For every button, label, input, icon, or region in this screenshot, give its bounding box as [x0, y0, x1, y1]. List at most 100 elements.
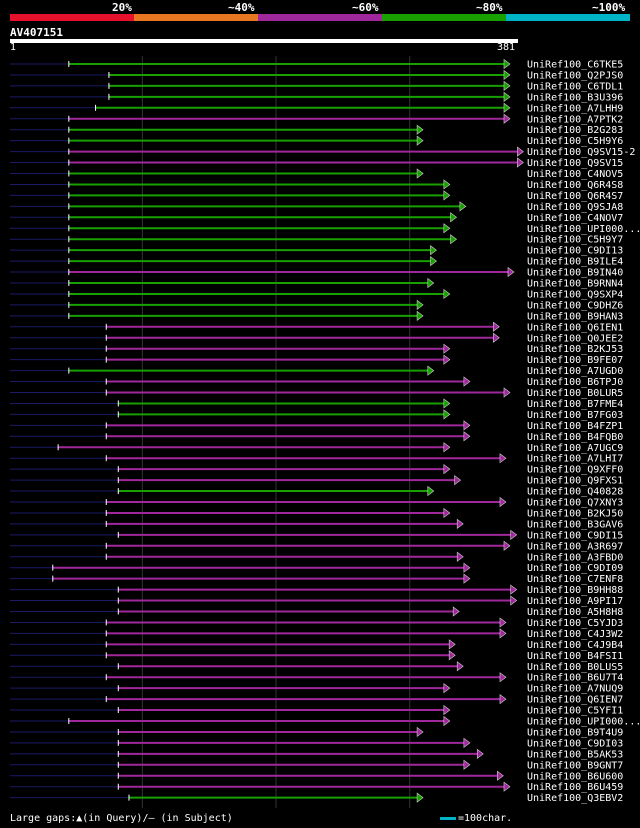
hit-label[interactable]: UniRef100_Q9SV15-2 — [527, 147, 635, 158]
hit-label[interactable]: UniRef100_C6TKE5 — [527, 60, 623, 71]
hit-label[interactable]: UniRef100_B9GNT7 — [527, 760, 623, 771]
hit-label[interactable]: UniRef100_A7LHI7 — [527, 454, 623, 465]
hit-label[interactable]: UniRef100_Q6IEN7 — [527, 695, 623, 706]
hit-label[interactable]: UniRef100_B6U459 — [527, 782, 623, 793]
hit-label[interactable]: UniRef100_B2G283 — [527, 125, 623, 136]
hit-label[interactable]: UniRef100_A7PTK2 — [527, 114, 623, 125]
legend-label-60: ~60% — [352, 1, 379, 14]
hit-label[interactable]: UniRef100_UPI000... — [527, 224, 640, 235]
alignment-end-arrow — [443, 704, 451, 716]
hit-label[interactable]: UniRef100_C4NOV7 — [527, 213, 623, 224]
hit-label[interactable]: UniRef100_B6U7T4 — [527, 673, 623, 684]
alignment-end-arrow — [463, 573, 471, 584]
hit-label[interactable]: UniRef100_C5YJD3 — [527, 618, 623, 629]
hit-label[interactable]: UniRef100_C9DI13 — [527, 246, 623, 257]
hit-label[interactable]: UniRef100_C9DHZ6 — [527, 300, 623, 311]
hit-label[interactable]: UniRef100_B9FE07 — [527, 355, 623, 366]
hit-label[interactable]: UniRef100_Q6R4S7 — [527, 191, 623, 202]
alignment-end-arrow — [492, 332, 500, 343]
gaps-legend: Large gaps:▲(in Query)/— (in Subject) — [10, 813, 233, 824]
hit-label[interactable]: UniRef100_C6TDL1 — [527, 81, 623, 92]
hit-label[interactable]: UniRef100_B9ILE4 — [527, 257, 623, 268]
hit-label[interactable]: UniRef100_Q40828 — [527, 487, 623, 498]
alignment-end-arrow — [416, 124, 424, 135]
hit-label[interactable]: UniRef100_C9DI09 — [527, 563, 623, 574]
hit-label[interactable]: UniRef100_Q6R4S8 — [527, 180, 623, 191]
hit-label[interactable]: UniRef100_B4FQB0 — [527, 432, 623, 443]
alignment-end-arrow — [503, 69, 511, 81]
alignment-end-arrow — [476, 748, 484, 759]
alignment-end-arrow — [416, 310, 424, 321]
alignment-end-arrow — [517, 146, 524, 157]
legend-swatch-20 — [10, 14, 134, 21]
hit-label[interactable]: UniRef100_B9HAN3 — [527, 311, 623, 322]
alignment-end-arrow — [443, 398, 451, 409]
alignment-end-arrow — [503, 91, 511, 102]
hit-label[interactable]: UniRef100_A9PI17 — [527, 596, 623, 607]
hit-label[interactable]: UniRef100_B9HH88 — [527, 585, 623, 596]
hit-label[interactable]: UniRef100_B7FME4 — [527, 399, 623, 410]
hit-label[interactable]: UniRef100_B3GAV6 — [527, 519, 623, 530]
hit-label[interactable]: UniRef100_C5YFI1 — [527, 706, 623, 717]
hit-label[interactable]: UniRef100_Q9SXP4 — [527, 289, 623, 300]
hit-label[interactable]: UniRef100_B0LUR5 — [527, 388, 623, 399]
hit-label[interactable]: UniRef100_A7UGD0 — [527, 366, 623, 377]
hit-label[interactable]: UniRef100_B5AK53 — [527, 749, 623, 760]
alignment-end-arrow — [499, 628, 507, 639]
hit-label[interactable]: UniRef100_A7LHH9 — [527, 103, 623, 114]
alignment-end-arrow — [517, 157, 524, 168]
alignment-end-arrow — [503, 58, 511, 70]
alignment-end-arrow — [492, 321, 500, 332]
hit-label[interactable]: UniRef100_C7ENF8 — [527, 574, 623, 585]
alignment-end-arrow — [463, 562, 471, 573]
hit-label[interactable]: UniRef100_A7UGC9 — [527, 443, 623, 454]
hit-label[interactable]: UniRef100_Q2PJS0 — [527, 70, 623, 81]
hit-label[interactable]: UniRef100_C5H9Y7 — [527, 235, 623, 246]
hit-label[interactable]: UniRef100_A3R697 — [527, 541, 623, 552]
alignment-end-arrow — [430, 256, 437, 267]
hit-label[interactable]: UniRef100_A7NUQ9 — [527, 684, 623, 695]
query-start: 1 — [10, 42, 17, 53]
alignment-end-arrow — [430, 245, 437, 256]
hit-label[interactable]: UniRef100_B9RNN4 — [527, 279, 623, 290]
hit-label[interactable]: UniRef100_B6TPJ0 — [527, 377, 623, 388]
hit-label[interactable]: UniRef100_B2KJ53 — [527, 344, 623, 355]
hit-label[interactable]: UniRef100_B4FZP1 — [527, 421, 623, 432]
alignment-end-arrow — [443, 464, 451, 475]
alignment-end-arrow — [503, 80, 511, 92]
hit-label[interactable]: UniRef100_Q7XNY3 — [527, 498, 623, 509]
alignment-end-arrow — [496, 770, 504, 781]
hit-label[interactable]: UniRef100_B7FG03 — [527, 410, 623, 421]
hit-label[interactable]: UniRef100_Q9SJA8 — [527, 202, 623, 213]
hit-label[interactable]: UniRef100_B2KJ50 — [527, 508, 623, 519]
alignment-end-arrow — [499, 693, 507, 705]
alignment-end-arrow — [443, 715, 451, 727]
hit-label[interactable]: UniRef100_Q6IEN1 — [527, 322, 623, 333]
hit-label[interactable]: UniRef100_C4J3W2 — [527, 629, 623, 640]
hit-label[interactable]: UniRef100_B9T4U9 — [527, 727, 623, 738]
hit-label[interactable]: UniRef100_A3FBD0 — [527, 552, 623, 563]
hit-label[interactable]: UniRef100_B0LUS5 — [527, 662, 623, 673]
hit-label[interactable]: UniRef100_C4NOV5 — [527, 169, 623, 180]
alignment-end-arrow — [416, 135, 424, 146]
hit-label[interactable]: UniRef100_Q3EBV2 — [527, 793, 623, 804]
hit-label[interactable]: UniRef100_Q9XFF0 — [527, 465, 623, 476]
hit-label[interactable]: UniRef100_A5H8H8 — [527, 607, 623, 618]
alignment-end-arrow — [443, 354, 451, 365]
alignment-end-arrow — [443, 442, 451, 453]
hit-label[interactable]: UniRef100_C4J9B4 — [527, 640, 623, 651]
alignment-end-arrow — [499, 453, 507, 464]
hit-label[interactable]: UniRef100_Q9FXS1 — [527, 476, 623, 487]
hit-label[interactable]: UniRef100_C9DI03 — [527, 738, 623, 749]
hit-label[interactable]: UniRef100_B9IN40 — [527, 268, 623, 279]
hit-label[interactable]: UniRef100_B3U396 — [527, 92, 623, 103]
hit-label[interactable]: UniRef100_UPI000... — [527, 717, 640, 728]
hit-label[interactable]: UniRef100_C9DI15 — [527, 530, 623, 541]
hit-label[interactable]: UniRef100_Q0JEE2 — [527, 333, 623, 344]
hit-label[interactable]: UniRef100_C5H9Y6 — [527, 136, 623, 147]
alignment-end-arrow — [427, 485, 435, 497]
hit-label[interactable]: UniRef100_B6U600 — [527, 771, 623, 782]
alignment-end-arrow — [463, 376, 471, 387]
hit-label[interactable]: UniRef100_B4FSI1 — [527, 651, 623, 662]
hit-label[interactable]: UniRef100_Q9SV15 — [527, 158, 623, 169]
